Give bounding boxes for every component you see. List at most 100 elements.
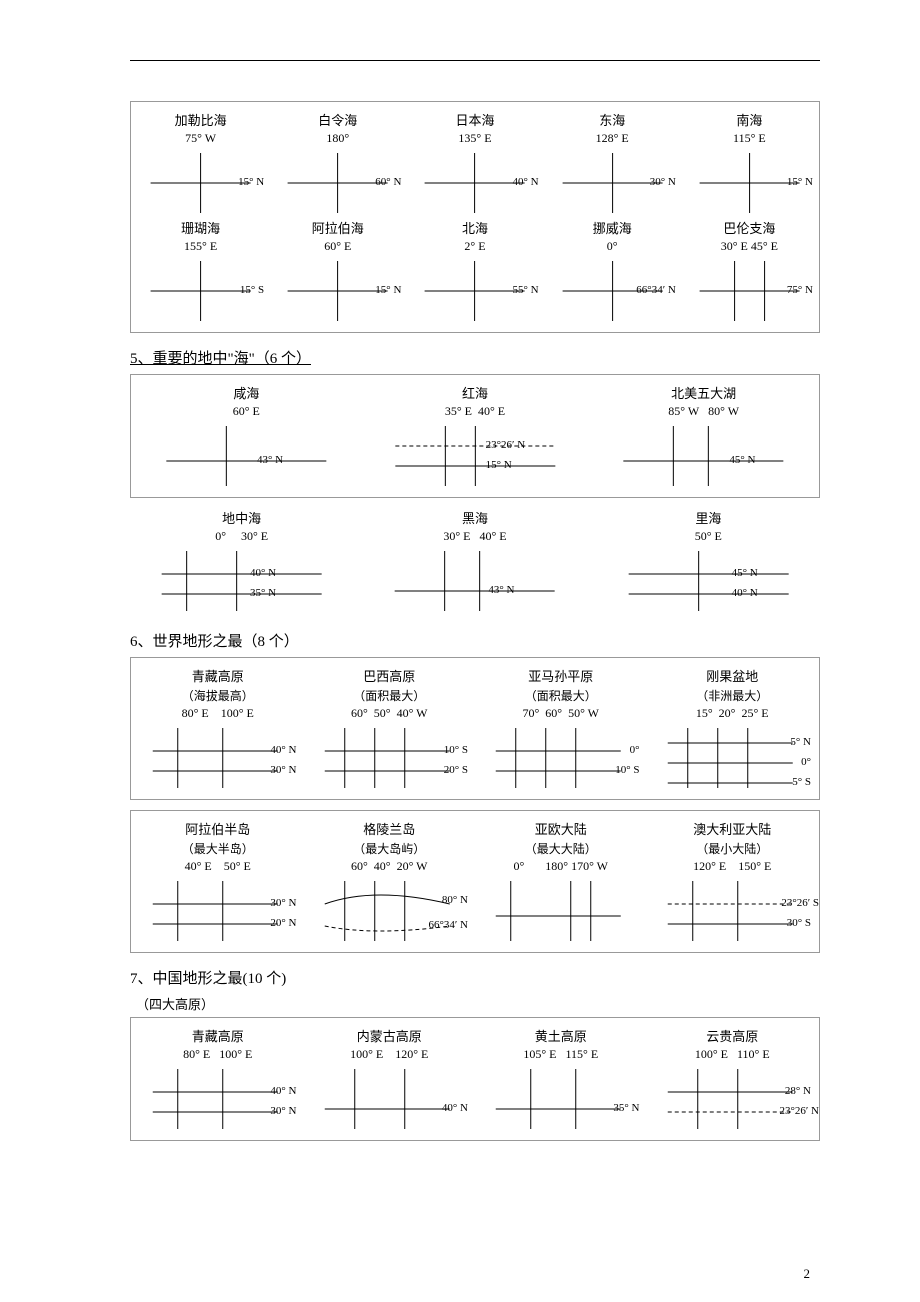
cell-lat: 43° N — [257, 454, 283, 466]
sea-lat: 75° N — [787, 284, 813, 296]
cell-lat: 20° N — [270, 917, 296, 929]
cell-sub: （最小大陆） — [652, 840, 814, 857]
sea-diagram: 15° N — [274, 256, 401, 326]
cell-name: 北美五大湖 — [594, 383, 813, 402]
cell-diagram: 28° N 23°26′ N — [652, 1064, 814, 1134]
sea-name: 白令海 — [274, 110, 401, 129]
s5-cell: 咸海 60° E 43° N — [137, 383, 356, 491]
cell-name: 地中海 — [130, 508, 353, 527]
cell-lat: 30° N — [270, 764, 296, 776]
cell-sub: （最大大陆） — [480, 840, 642, 857]
cell-name: 青藏高原 — [137, 1026, 299, 1045]
cell-lat: 23°26′ S — [781, 897, 819, 909]
s6-row1: 青藏高原 （海拔最高） 80° E 100° E 40° N 30° N 巴西高… — [130, 657, 820, 800]
sea-lon: 30° E 45° E — [686, 239, 813, 254]
cell-diagram: 5° N 0° 5° S — [652, 723, 814, 793]
s7-cell: 青藏高原 80° E 100° E 40° N 30° N — [137, 1026, 299, 1134]
cell-lon: 30° E — [443, 529, 470, 543]
cell-lons: 120° E 150° E — [652, 859, 814, 874]
sea-diagram: 60° N — [274, 148, 401, 218]
section-7-subtitle: （四大高原） — [136, 994, 820, 1013]
cell-diagram: 10° S 20° S — [309, 723, 471, 793]
sea-lat: 15° N — [787, 176, 813, 188]
cell-lon: 100° E — [350, 1047, 383, 1061]
cell-lat: 30° N — [270, 897, 296, 909]
cell-lat: 40° N — [442, 1102, 468, 1114]
cell-lon: 150° E — [738, 859, 771, 873]
cell-lat: 40° N — [732, 587, 758, 599]
cell-name: 黄土高原 — [480, 1026, 642, 1045]
cell-sub: （面积最大） — [309, 687, 471, 704]
cell-lon: 80° E — [182, 706, 209, 720]
cell-diagram: 40° N 30° N — [137, 723, 299, 793]
cell-name: 亚欧大陆 — [480, 819, 642, 838]
cell-name: 内蒙古高原 — [309, 1026, 471, 1045]
cell-name: 阿拉伯半岛 — [137, 819, 299, 838]
cell-lat: 5° N — [790, 736, 811, 748]
cell-diagram: 40° N — [309, 1064, 471, 1134]
cell-lat: 40° N — [270, 744, 296, 756]
cell-lon: 100° E — [219, 1047, 252, 1061]
cell-lon: 50° E — [224, 859, 251, 873]
cell-diagram — [480, 876, 642, 946]
cell-lons: 70° 60° 50° W — [480, 706, 642, 721]
sea-lon: 115° E — [686, 131, 813, 146]
cell-diagram: 23°26′ N 15° N — [366, 421, 585, 491]
cell-lat: 35° N — [613, 1102, 639, 1114]
cell-diagram: 23°26′ S 30° S — [652, 876, 814, 946]
sea-lat: 60° N — [375, 176, 401, 188]
cell-sub: （非洲最大） — [652, 687, 814, 704]
cell-lons: 0° 180° 170° W — [480, 859, 642, 874]
s6-row2: 阿拉伯半岛 （最大半岛） 40° E 50° E 30° N 20° N 格陵兰… — [130, 810, 820, 953]
sea-name: 日本海 — [411, 110, 538, 129]
s6-cell: 阿拉伯半岛 （最大半岛） 40° E 50° E 30° N 20° N — [137, 819, 299, 946]
sea-name: 南海 — [686, 110, 813, 129]
cell-lon: 85° W — [668, 404, 699, 418]
cell-lon: 20° W — [397, 859, 428, 873]
sea-lon: 2° E — [411, 239, 538, 254]
cell-lons: 100° E 120° E — [309, 1047, 471, 1062]
cell-lons: 60° 40° 20° W — [309, 859, 471, 874]
cell-lat: 40° N — [270, 1085, 296, 1097]
s7-row1: 青藏高原 80° E 100° E 40° N 30° N 内蒙古高原 100°… — [130, 1017, 820, 1141]
cell-lons: 60° 50° 40° W — [309, 706, 471, 721]
sea-diagram: 15° N — [137, 148, 264, 218]
page: 加勒比海 75° W 15° N 白令海 180° 60° N 日本海 135°… — [130, 60, 820, 1141]
cell-lat: 66°34′ N — [429, 919, 469, 931]
cell-diagram: 45° N 40° N — [597, 546, 820, 616]
sea-lon: 75° W — [137, 131, 264, 146]
cell-lons: 15° 20° 25° E — [652, 706, 814, 721]
sea-lat: 15° S — [240, 284, 264, 296]
cell-lons: 0° 30° E — [130, 529, 353, 544]
sea-cell: 挪威海 0° 66°34′ N — [549, 218, 676, 326]
cell-lat: 28° N — [785, 1085, 811, 1097]
cell-lat: 30° S — [787, 917, 811, 929]
cell-lon: 60° — [545, 706, 562, 720]
sea-lat: 15° N — [375, 284, 401, 296]
sea-cell: 南海 115° E 15° N — [686, 110, 813, 218]
cell-diagram: 30° N 20° N — [137, 876, 299, 946]
cell-lons: 30° E 40° E — [363, 529, 586, 544]
section-6-title: 6、世界地形之最（8 个） — [130, 630, 820, 651]
cell-sub: （海拔最高） — [137, 687, 299, 704]
cell-lat: 40° N — [250, 567, 276, 579]
section-5-title-text: 5、重要的地中"海"（6 个） — [130, 351, 311, 367]
s6-cell: 澳大利亚大陆 （最小大陆） 120° E 150° E 23°26′ S 30°… — [652, 819, 814, 946]
cell-lat: 10° S — [615, 764, 639, 776]
sea-cell: 日本海 135° E 40° N — [411, 110, 538, 218]
sea-diagram: 75° N — [686, 256, 813, 326]
cell-name: 咸海 — [137, 383, 356, 402]
cell-lat: 45° N — [729, 454, 755, 466]
sea-diagram: 66°34′ N — [549, 256, 676, 326]
cell-sub: （最大半岛） — [137, 840, 299, 857]
seas-group: 加勒比海 75° W 15° N 白令海 180° 60° N 日本海 135°… — [130, 101, 820, 333]
cell-diagram: 0° 10° S — [480, 723, 642, 793]
cell-lat: 0° — [801, 756, 811, 768]
cell-lat: 5° S — [792, 776, 811, 788]
cell-diagram: 43° N — [363, 546, 586, 616]
sea-lon: 0° — [549, 239, 676, 254]
cell-diagram: 43° N — [137, 421, 356, 491]
cell-lat: 20° S — [444, 764, 468, 776]
cell-name: 格陵兰岛 — [309, 819, 471, 838]
s7-cell: 内蒙古高原 100° E 120° E 40° N — [309, 1026, 471, 1134]
